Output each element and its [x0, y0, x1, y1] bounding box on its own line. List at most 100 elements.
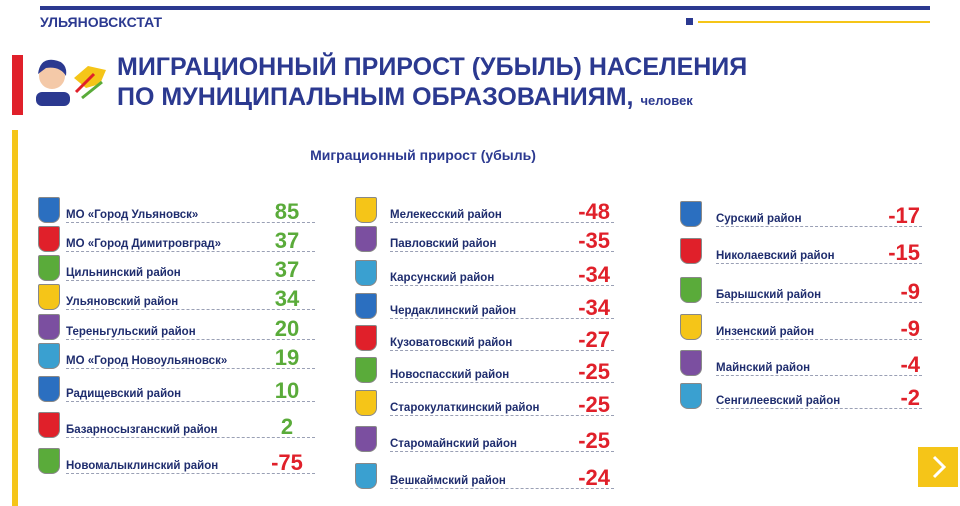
value: -25 — [578, 359, 610, 384]
row: МО «Город Ульяновск» 85 — [0, 197, 960, 224]
row: Барышский район -9 — [0, 277, 960, 304]
value: 85 — [274, 199, 300, 224]
row: Старомайнский район -25 — [0, 426, 960, 453]
leader-line — [716, 263, 922, 264]
row: Цильнинский район 37 — [0, 255, 960, 282]
row: Базарносызганский район 2 — [0, 412, 960, 439]
top-square — [686, 18, 693, 25]
leader-line — [716, 226, 922, 227]
title-line: МИГРАЦИОННЫЙ ПРИРОСТ (УБЫЛЬ) НАСЕЛЕНИЯ — [117, 53, 748, 81]
row: Тереньгульский район 20 — [0, 314, 960, 341]
row: Майнский район -4 — [0, 350, 960, 377]
value: -34 — [578, 295, 610, 320]
area-name: МО «Город Ульяновск» — [66, 209, 199, 221]
value: -27 — [578, 327, 610, 352]
coat-of-arms — [38, 314, 60, 340]
row: Сурский район -17 — [0, 201, 960, 228]
row: Карсунский район -34 — [0, 260, 960, 287]
row: Ульяновский район 34 — [0, 284, 960, 311]
row: Николаевский район -15 — [0, 238, 960, 265]
coat-of-arms — [355, 463, 377, 489]
leader-line — [66, 437, 315, 438]
value: -25 — [578, 392, 610, 417]
leader-line — [716, 302, 922, 303]
row: Кузоватовский район -27 — [0, 325, 960, 352]
leader-line — [716, 375, 922, 376]
coat-of-arms — [355, 293, 377, 319]
row: МО «Город Димитровград» 37 — [0, 226, 960, 253]
coat-of-arms — [38, 255, 60, 281]
row: МО «Город Новоульяновск» 19 — [0, 343, 960, 370]
unit: человек — [640, 93, 693, 108]
value: 34 — [274, 286, 300, 311]
area-name: Ульяновский район — [66, 296, 179, 308]
area-name: Сенгилеевский район — [716, 395, 841, 407]
coat-of-arms — [355, 226, 377, 252]
area-name: Радищевский район — [66, 388, 182, 400]
leader-line — [390, 222, 614, 223]
top-line — [698, 21, 930, 23]
leader-line — [390, 415, 614, 416]
subtitle: Миграционный прирост (убыль) — [310, 147, 536, 163]
row: Сенгилеевский район -2 — [0, 383, 960, 410]
value: 37 — [274, 257, 300, 282]
row: Инзенский район -9 — [0, 314, 960, 341]
area-name: Мелекесский район — [390, 209, 502, 221]
value: -9 — [900, 316, 920, 341]
value: -2 — [900, 385, 920, 410]
coat-of-arms — [680, 277, 702, 303]
next-button[interactable] — [918, 447, 958, 487]
area-name: Николаевский район — [716, 250, 835, 262]
row: Новомалыклинский район -75 — [0, 448, 960, 475]
leader-line — [66, 251, 315, 252]
row: Чердаклинский район -34 — [0, 293, 960, 320]
value: 10 — [274, 378, 300, 403]
coat-of-arms — [680, 201, 702, 227]
row: Вешкаймский район -24 — [0, 463, 960, 490]
row: Радищевский район 10 — [0, 376, 960, 403]
coat-of-arms — [38, 376, 60, 402]
leader-line — [390, 488, 614, 489]
row: Павловский район -35 — [0, 226, 960, 253]
leader-line — [390, 285, 614, 286]
leader-line — [66, 309, 315, 310]
area-name: Павловский район — [390, 238, 497, 250]
coat-of-arms — [38, 226, 60, 252]
leader-line — [66, 222, 315, 223]
area-name: Вешкаймский район — [390, 475, 506, 487]
leader-line — [66, 280, 315, 281]
area-name: Сурский район — [716, 213, 802, 225]
coat-of-arms — [680, 314, 702, 340]
coat-of-arms — [355, 260, 377, 286]
area-name: Старомайнский район — [390, 438, 517, 450]
leader-line — [390, 318, 614, 319]
top-bar — [40, 6, 930, 10]
coat-of-arms — [680, 350, 702, 376]
coat-of-arms — [38, 197, 60, 223]
coat-of-arms — [38, 448, 60, 474]
value: -48 — [578, 199, 610, 224]
area-name: Кузоватовский район — [390, 337, 513, 349]
coat-of-arms — [355, 426, 377, 452]
title-icon — [36, 59, 106, 106]
coat-of-arms — [38, 284, 60, 310]
leader-line — [390, 251, 614, 252]
area-name: Новомалыклинский район — [66, 460, 219, 472]
area-name: Тереньгульский район — [66, 326, 196, 338]
coat-of-arms — [355, 357, 377, 383]
area-name: МО «Город Димитровград» — [66, 238, 221, 250]
coat-of-arms — [38, 343, 60, 369]
area-name: Старокулаткинский район — [390, 402, 540, 414]
coat-of-arms — [680, 238, 702, 264]
area-name: Цильнинский район — [66, 267, 181, 279]
coat-of-arms — [38, 412, 60, 438]
coat-of-arms — [355, 325, 377, 351]
org-name: УЛЬЯНОВСКСТАТ — [40, 14, 163, 30]
row: Старокулаткинский район -25 — [0, 390, 960, 417]
value: 20 — [274, 316, 300, 341]
area-name: Инзенский район — [716, 326, 815, 338]
area-name: Барышский район — [716, 289, 822, 301]
area-name: МО «Город Новоульяновск» — [66, 355, 228, 367]
leader-line — [716, 408, 922, 409]
